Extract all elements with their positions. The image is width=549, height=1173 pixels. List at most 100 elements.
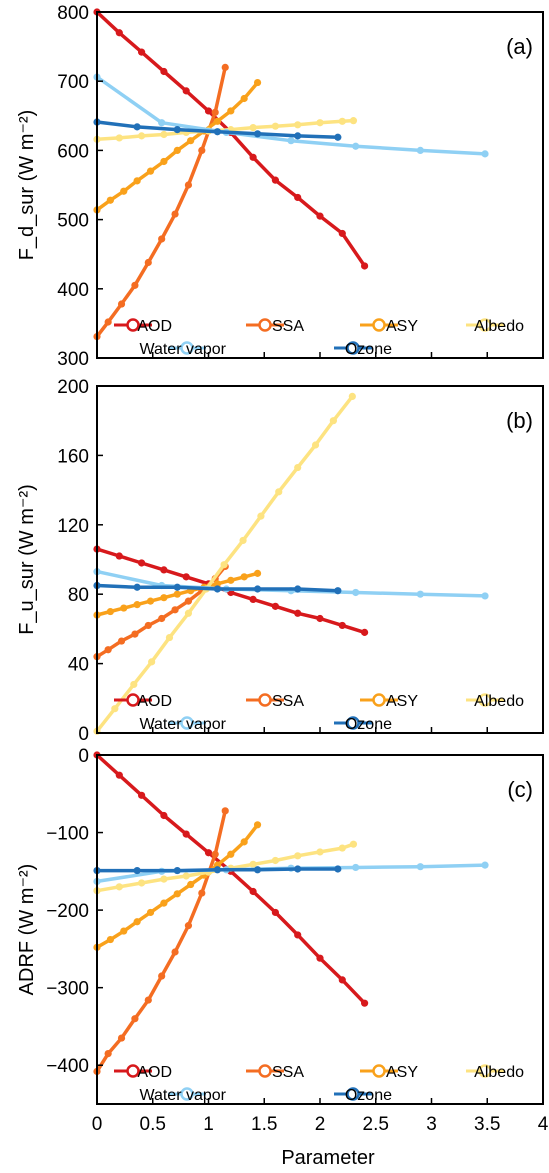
panel-c: 0 −100 −200 −300 −400 0 0.5 1 1.5 2 2.5 3 3.5 4 (c) A… <box>16 746 549 1169</box>
legend-marker <box>258 1064 272 1078</box>
legend-item: SSA <box>246 693 304 710</box>
data-point <box>173 866 181 875</box>
data-point <box>352 142 360 150</box>
data-point <box>144 621 152 630</box>
data-point <box>349 840 358 848</box>
legend-item: AOD <box>114 318 172 335</box>
data-point <box>160 157 168 166</box>
x-tick-label: 2.5 <box>363 1114 389 1135</box>
legend: AOD SSA ASY Albedo Water vapor Ozone <box>114 1064 524 1104</box>
legend-label: SSA <box>272 1064 304 1081</box>
data-point <box>160 875 168 883</box>
legend-item: ASY <box>360 318 418 335</box>
legend-label: ASY <box>386 1064 418 1081</box>
legend-label: Ozone <box>345 716 392 733</box>
legend-marker <box>126 1064 140 1078</box>
data-point <box>146 167 155 175</box>
y-tick-label: 800 <box>57 3 89 24</box>
x-tick-label: 1 <box>203 1114 214 1135</box>
y-tick-label: −200 <box>46 901 89 922</box>
data-point <box>130 680 138 689</box>
data-point <box>240 94 248 103</box>
data-point <box>220 561 228 569</box>
data-point <box>131 281 139 289</box>
data-point <box>253 130 262 138</box>
data-point <box>171 210 179 218</box>
x-tick-label: 0.5 <box>140 1114 166 1135</box>
data-point <box>184 597 193 605</box>
y-tick-label: 200 <box>57 377 89 398</box>
data-point <box>120 187 128 195</box>
data-point <box>173 590 181 598</box>
data-point <box>171 606 179 614</box>
data-point <box>138 791 146 799</box>
data-point <box>338 844 346 852</box>
data-point <box>361 999 369 1007</box>
legend: AOD SSA ASY Albedo Water vapor Ozone <box>114 693 524 733</box>
data-point <box>316 614 324 623</box>
data-point <box>416 146 424 154</box>
y-tick-label: 500 <box>57 211 89 232</box>
data-point <box>117 1034 126 1042</box>
data-point <box>115 134 123 142</box>
data-point <box>198 889 206 897</box>
legend: AOD SSA ASY Albedo Water vapor Ozone <box>114 318 524 358</box>
y-tick-label: 120 <box>57 516 89 537</box>
data-point <box>253 585 262 593</box>
data-point <box>131 1015 139 1023</box>
data-point <box>171 948 179 956</box>
x-tick-label: 3.5 <box>474 1114 500 1135</box>
data-point <box>187 137 195 145</box>
data-point <box>104 1049 112 1058</box>
legend-item: Water vapor <box>139 1087 226 1104</box>
data-point <box>146 908 155 917</box>
data-point <box>198 146 206 154</box>
legend-item: Water vapor <box>139 716 226 733</box>
panel-b: 0 40 80 120 160 200 (b) F_u_sur (W m⁻²) AOD SS… <box>16 377 544 745</box>
legend-marker <box>478 1064 492 1078</box>
data-point <box>213 866 222 874</box>
data-point <box>133 583 141 591</box>
data-point <box>287 137 295 145</box>
data-point <box>158 119 166 127</box>
legend-marker <box>346 341 360 355</box>
panel-a: 300 400 500 600 700 800 (a) F_d_sur (W m⁻²) A… <box>16 3 544 370</box>
data-point <box>106 607 114 616</box>
legend-item: Albedo <box>466 318 524 335</box>
data-point <box>361 262 369 270</box>
data-point <box>182 872 190 880</box>
data-point <box>240 838 248 846</box>
data-point <box>106 196 114 204</box>
legend-label: Albedo <box>474 693 524 710</box>
data-point <box>173 890 181 898</box>
legend-item: AOD <box>114 1064 172 1081</box>
data-point <box>117 300 126 308</box>
data-point <box>138 132 146 140</box>
data-point <box>275 488 283 496</box>
data-point <box>311 441 320 449</box>
data-point <box>133 177 141 185</box>
panel-label: (b) <box>506 408 533 433</box>
data-point <box>133 866 141 875</box>
data-point <box>294 852 302 860</box>
data-point <box>213 585 222 593</box>
data-point <box>349 117 358 125</box>
data-point <box>165 633 174 642</box>
legend-item: SSA <box>246 1064 304 1081</box>
data-point <box>316 119 324 127</box>
data-point <box>227 107 235 115</box>
data-point <box>294 132 302 140</box>
data-point <box>338 621 346 630</box>
data-point <box>158 972 166 980</box>
data-point <box>133 601 141 609</box>
data-point <box>211 108 219 116</box>
legend-marker <box>346 1087 360 1101</box>
y-tick-label: 80 <box>68 585 89 606</box>
y-tick-label: −300 <box>46 979 89 1000</box>
data-point <box>184 609 193 617</box>
data-point <box>361 628 369 636</box>
data-point <box>213 580 222 588</box>
legend-item: Water vapor <box>139 341 226 358</box>
x-tick-label: 2 <box>315 1114 326 1135</box>
data-point <box>294 865 302 873</box>
